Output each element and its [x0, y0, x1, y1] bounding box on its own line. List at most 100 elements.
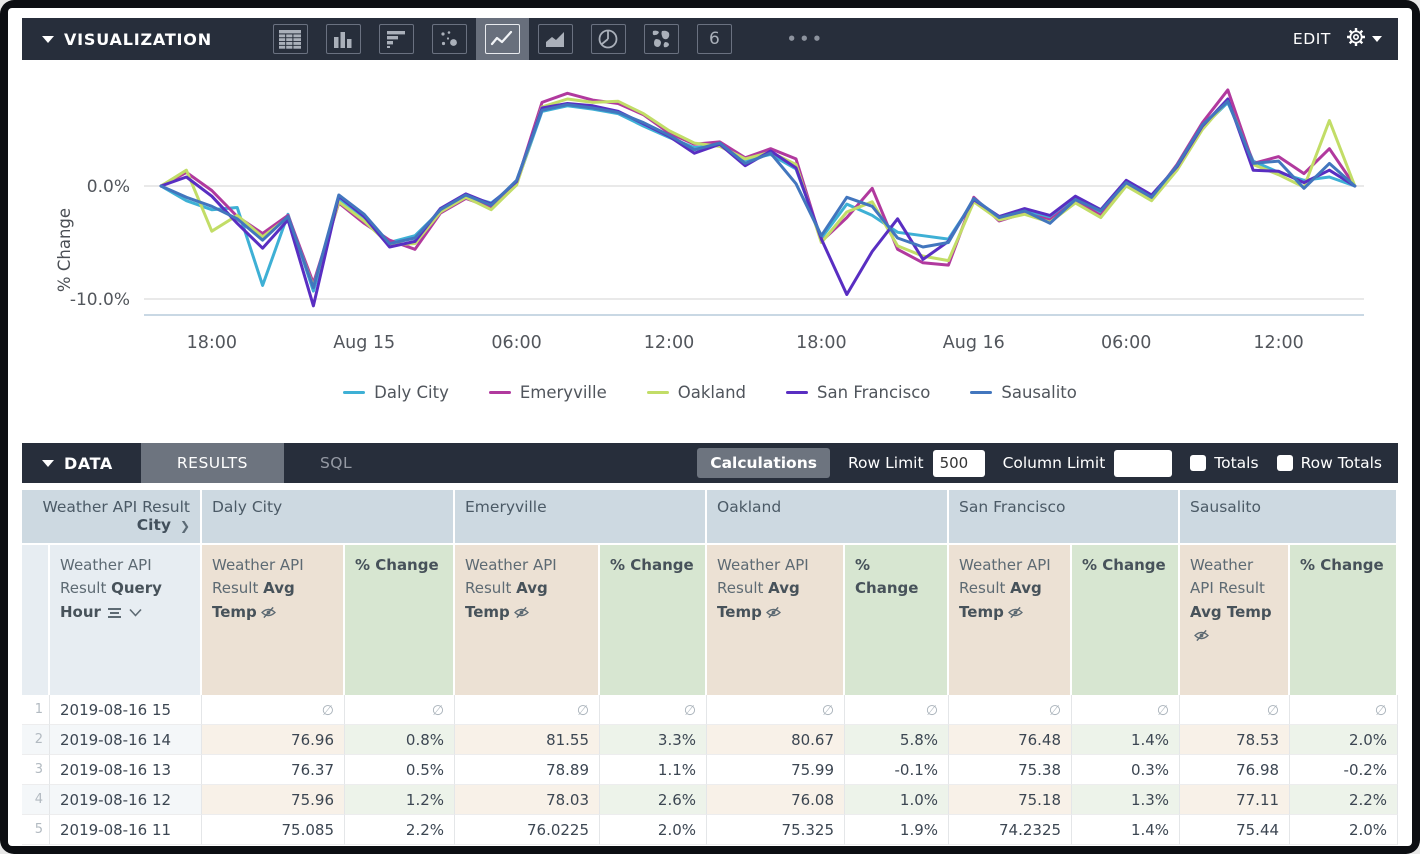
legend-item-daly-city[interactable]: Daly City	[343, 383, 449, 402]
pct-change-cell[interactable]: ∅	[1072, 695, 1181, 725]
avg-temp-cell[interactable]: 75.085	[202, 815, 345, 845]
pct-change-cell[interactable]: 5.8%	[845, 725, 950, 755]
tab-sql[interactable]: SQL	[319, 454, 353, 472]
pct-change-cell[interactable]: 0.8%	[345, 725, 456, 755]
avg-temp-cell[interactable]: 75.99	[707, 755, 846, 785]
pct-change-header[interactable]: % Change	[600, 545, 708, 695]
pivot-group-header[interactable]: San Francisco	[949, 490, 1181, 545]
query-hour-cell[interactable]: 2019-08-16 15	[50, 695, 202, 725]
pct-change-cell[interactable]: ∅	[600, 695, 708, 725]
more-viz-types-icon[interactable]: •••	[786, 30, 825, 48]
legend-item-san-francisco[interactable]: San Francisco	[786, 383, 930, 402]
row-totals-checkbox[interactable]	[1276, 455, 1293, 471]
viz-type-single-value-icon[interactable]: 6	[688, 18, 741, 60]
pivot-group-header[interactable]: Emeryville	[455, 490, 708, 545]
query-hour-header[interactable]: Weather API Result Query Hour	[50, 545, 202, 695]
collapse-caret-icon[interactable]	[42, 459, 54, 467]
avg-temp-cell[interactable]: 75.96	[202, 785, 345, 815]
pct-change-header[interactable]: % Change	[1290, 545, 1399, 695]
pct-change-cell[interactable]: 1.4%	[1072, 725, 1181, 755]
viz-type-table-icon[interactable]	[264, 18, 317, 60]
viz-type-area-chart-icon[interactable]	[529, 18, 582, 60]
pct-change-header[interactable]: % Change	[1072, 545, 1181, 695]
pct-change-cell[interactable]: 1.1%	[600, 755, 708, 785]
totals-checkbox[interactable]	[1190, 455, 1207, 471]
pct-change-cell[interactable]: 1.0%	[845, 785, 950, 815]
avg-temp-cell[interactable]: 75.325	[707, 815, 846, 845]
avg-temp-cell[interactable]: 75.38	[949, 755, 1073, 785]
tab-results[interactable]: RESULTS	[140, 443, 284, 483]
viz-type-line-chart-icon[interactable]	[475, 18, 529, 60]
pivot-group-header[interactable]: Daly City	[202, 490, 456, 545]
viz-type-pie-chart-icon[interactable]	[582, 18, 635, 60]
legend-item-emeryville[interactable]: Emeryville	[488, 383, 607, 402]
avg-temp-header[interactable]: Weather API Result Avg Temp	[202, 545, 345, 695]
pct-change-header[interactable]: % Change	[845, 545, 950, 695]
totals-toggle[interactable]: Totals	[1190, 454, 1259, 472]
pct-change-cell[interactable]: 2.6%	[600, 785, 708, 815]
avg-temp-cell[interactable]: 78.53	[1180, 725, 1291, 755]
viz-type-map-icon[interactable]	[635, 18, 688, 60]
pct-change-cell[interactable]: -0.1%	[845, 755, 950, 785]
query-hour-cell[interactable]: 2019-08-16 14	[50, 725, 202, 755]
settings-menu[interactable]	[1345, 26, 1382, 52]
avg-temp-cell[interactable]: ∅	[707, 695, 846, 725]
avg-temp-cell[interactable]: 76.98	[1180, 755, 1291, 785]
avg-temp-header[interactable]: Weather API Result Avg Temp	[707, 545, 846, 695]
sort-icon[interactable]	[107, 607, 142, 619]
pct-change-cell[interactable]: 0.5%	[345, 755, 456, 785]
pivot-group-header[interactable]: Oakland	[707, 490, 950, 545]
avg-temp-cell[interactable]: ∅	[202, 695, 345, 725]
pct-change-cell[interactable]: 2.0%	[600, 815, 708, 845]
pct-change-cell[interactable]: 2.2%	[345, 815, 456, 845]
avg-temp-cell[interactable]: 76.0225	[455, 815, 601, 845]
pct-change-cell[interactable]: 1.9%	[845, 815, 950, 845]
avg-temp-cell[interactable]: 76.96	[202, 725, 345, 755]
avg-temp-header[interactable]: Weather API Result Avg Temp	[455, 545, 601, 695]
avg-temp-cell[interactable]: 76.37	[202, 755, 345, 785]
pct-change-cell[interactable]: 3.3%	[600, 725, 708, 755]
row-totals-toggle[interactable]: Row Totals	[1276, 454, 1382, 472]
legend-item-sausalito[interactable]: Sausalito	[970, 383, 1077, 402]
avg-temp-cell[interactable]: 78.89	[455, 755, 601, 785]
pct-change-cell[interactable]: 2.2%	[1290, 785, 1399, 815]
avg-temp-header[interactable]: Weather API Result Avg Temp	[1180, 545, 1291, 695]
query-hour-cell[interactable]: 2019-08-16 11	[50, 815, 202, 845]
avg-temp-cell[interactable]: 74.2325	[949, 815, 1073, 845]
legend-item-oakland[interactable]: Oakland	[646, 383, 746, 402]
edit-button[interactable]: EDIT	[1292, 30, 1331, 48]
avg-temp-cell[interactable]: 76.48	[949, 725, 1073, 755]
collapse-caret-icon[interactable]	[42, 35, 54, 43]
pct-change-cell[interactable]: 0.3%	[1072, 755, 1181, 785]
pct-change-cell[interactable]: ∅	[1290, 695, 1399, 725]
pivot-group-header[interactable]: Sausalito	[1180, 490, 1399, 545]
pct-change-cell[interactable]: ∅	[845, 695, 950, 725]
pct-change-cell[interactable]: 1.3%	[1072, 785, 1181, 815]
query-hour-cell[interactable]: 2019-08-16 12	[50, 785, 202, 815]
viz-type-column-chart-icon[interactable]	[317, 18, 370, 60]
avg-temp-cell[interactable]: ∅	[949, 695, 1073, 725]
avg-temp-cell[interactable]: 80.67	[707, 725, 846, 755]
query-hour-cell[interactable]: 2019-08-16 13	[50, 755, 202, 785]
avg-temp-cell[interactable]: ∅	[1180, 695, 1291, 725]
avg-temp-cell[interactable]: 81.55	[455, 725, 601, 755]
avg-temp-header[interactable]: Weather API Result Avg Temp	[949, 545, 1073, 695]
avg-temp-cell[interactable]: 78.03	[455, 785, 601, 815]
avg-temp-cell[interactable]: 75.44	[1180, 815, 1291, 845]
pct-change-cell[interactable]: 1.2%	[345, 785, 456, 815]
avg-temp-cell[interactable]: 76.08	[707, 785, 846, 815]
column-limit-input[interactable]	[1114, 449, 1173, 477]
row-limit-input[interactable]	[932, 449, 985, 477]
pct-change-cell[interactable]: 2.0%	[1290, 815, 1399, 845]
pct-change-cell[interactable]: -0.2%	[1290, 755, 1399, 785]
avg-temp-cell[interactable]: 75.18	[949, 785, 1073, 815]
pct-change-header[interactable]: % Change	[345, 545, 456, 695]
avg-temp-cell[interactable]: 77.11	[1180, 785, 1291, 815]
viz-type-bar-chart-icon[interactable]	[370, 18, 423, 60]
pivot-dimension-header[interactable]: Weather API Result City ❯	[22, 490, 202, 545]
pct-change-cell[interactable]: ∅	[345, 695, 456, 725]
pct-change-cell[interactable]: 1.4%	[1072, 815, 1181, 845]
viz-type-scatter-icon[interactable]	[423, 18, 476, 60]
pct-change-cell[interactable]: 2.0%	[1290, 725, 1399, 755]
avg-temp-cell[interactable]: ∅	[455, 695, 601, 725]
